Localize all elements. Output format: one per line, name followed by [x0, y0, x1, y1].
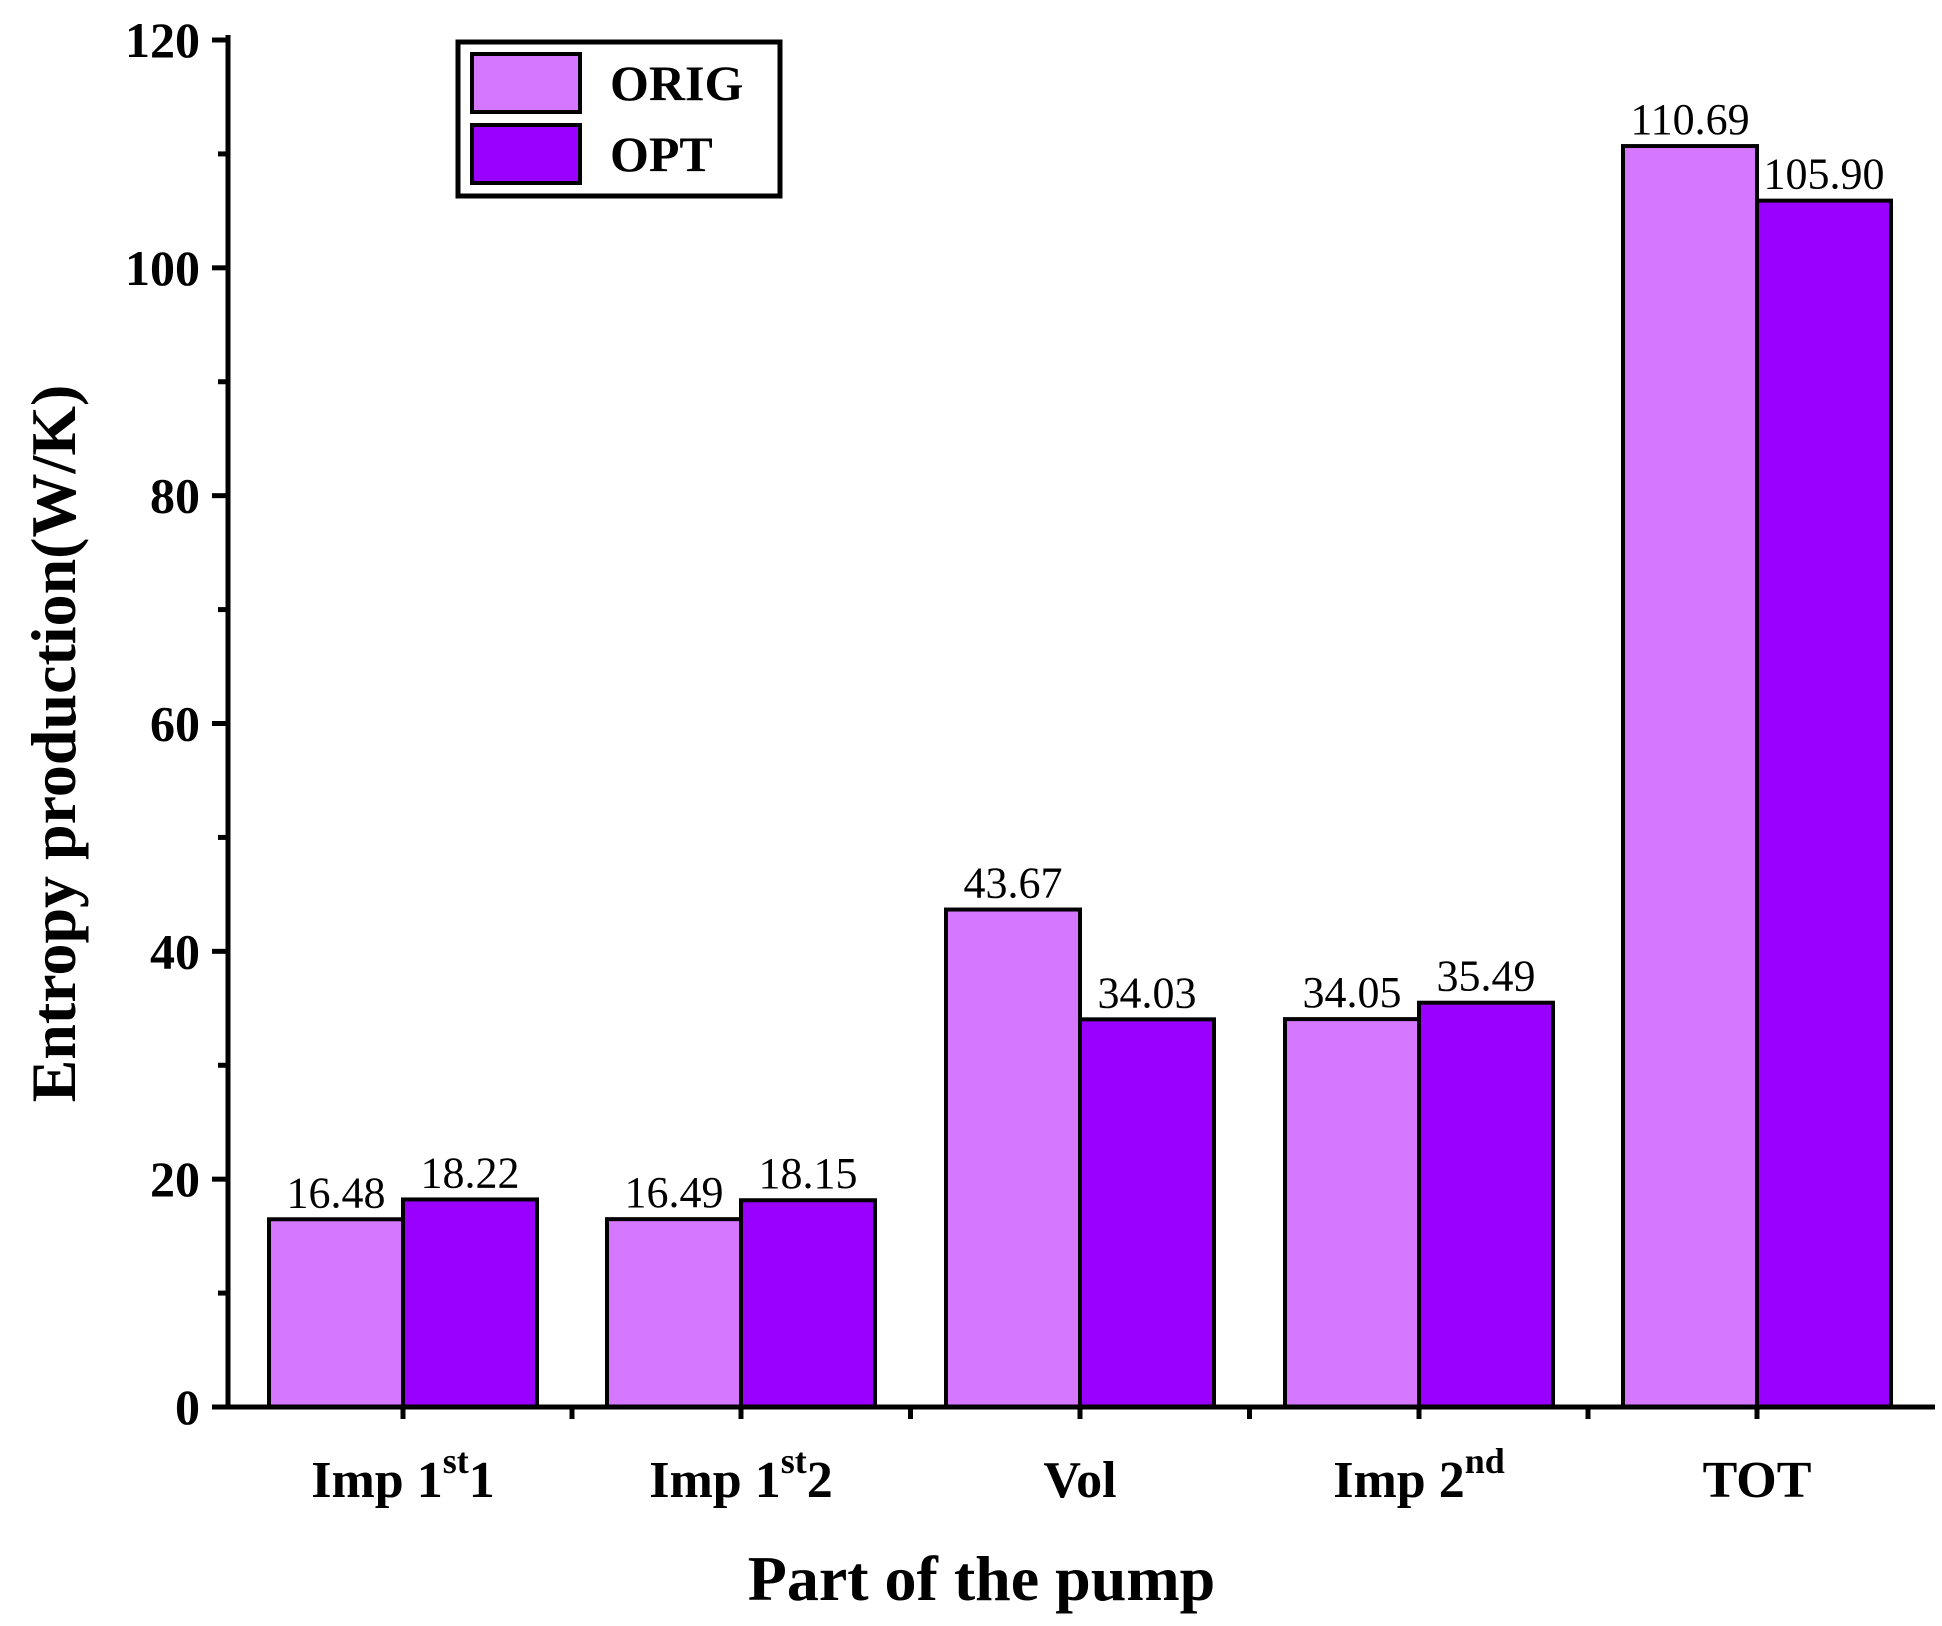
- legend-swatch-orig: [470, 52, 582, 114]
- bar-opt-3: [1417, 1000, 1555, 1410]
- y-tick-label: 100: [125, 240, 200, 296]
- x-tick-label: Vol: [1043, 1452, 1116, 1509]
- bar-orig-4: [1621, 144, 1759, 1410]
- data-label-orig-2: 43.67: [964, 859, 1063, 908]
- data-label-orig-3: 34.05: [1303, 968, 1402, 1017]
- x-axis-title: Part of the pump: [748, 1543, 1216, 1614]
- y-tick-label: 120: [125, 12, 200, 68]
- y-tick-label: 20: [150, 1151, 200, 1207]
- y-axis-title: Entropy production(W/K): [18, 385, 89, 1103]
- x-tick-label: Imp 1st2: [649, 1441, 832, 1509]
- data-label-opt-3: 35.49: [1437, 952, 1536, 1001]
- bar-orig-0: [267, 1217, 405, 1410]
- data-label-orig-1: 16.49: [625, 1168, 724, 1217]
- data-label-opt-2: 34.03: [1098, 968, 1197, 1017]
- x-tick-label: Imp 1st1: [311, 1441, 494, 1509]
- bar-opt-1: [739, 1198, 877, 1409]
- bar-opt-2: [1078, 1017, 1216, 1410]
- legend-swatch-opt: [470, 123, 582, 185]
- axes-layer: 0 20 40 60 80 100 120 Imp 1st1 Imp 1st2 Vol Imp 2n…: [18, 12, 1935, 1614]
- y-tick-label: 80: [150, 468, 200, 524]
- y-tick-label: 60: [150, 696, 200, 752]
- legend: ORIG OPT: [455, 39, 783, 199]
- data-label-opt-1: 18.15: [759, 1149, 858, 1198]
- x-tick-label: TOT: [1703, 1452, 1812, 1509]
- bar-opt-0: [401, 1197, 539, 1410]
- x-tick-label: Imp 2nd: [1333, 1441, 1505, 1509]
- data-label-orig-4: 110.69: [1630, 95, 1749, 144]
- bars-layer: [267, 144, 1893, 1410]
- labels-layer: 16.48 18.22 16.49 18.15 43.67 34.03 34.05 35.49…: [287, 95, 1885, 1217]
- data-label-opt-0: 18.22: [421, 1148, 520, 1197]
- y-tick-label: 0: [175, 1379, 200, 1435]
- bar-opt-4: [1755, 198, 1893, 1409]
- data-label-orig-0: 16.48: [287, 1168, 386, 1217]
- y-tick-label: 40: [150, 923, 200, 979]
- legend-label-orig: ORIG: [610, 55, 743, 111]
- bar-orig-3: [1283, 1017, 1421, 1410]
- bar-orig-1: [605, 1217, 743, 1409]
- legend-label-opt: OPT: [610, 126, 713, 182]
- data-label-opt-4: 105.90: [1764, 150, 1885, 199]
- bar-orig-2: [944, 907, 1082, 1410]
